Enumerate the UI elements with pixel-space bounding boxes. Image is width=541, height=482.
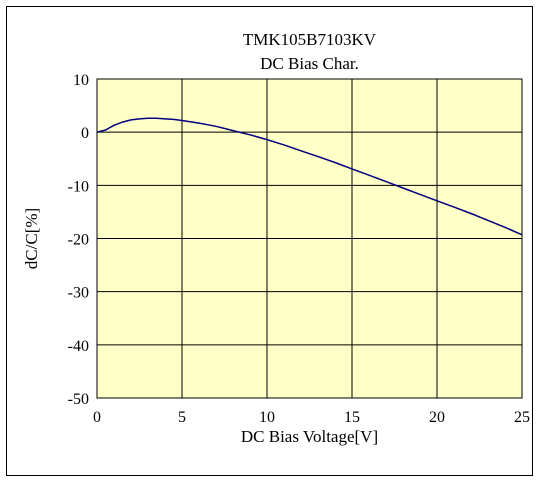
y-tick-label: -50 — [68, 391, 89, 408]
chart-title: TMK105B7103KV — [243, 30, 377, 49]
x-axis-label: DC Bias Voltage[V] — [241, 427, 378, 446]
y-tick-labels: 10 0 -10 -20 -30 -40 -50 — [68, 72, 89, 408]
y-tick-label: -40 — [68, 338, 89, 355]
y-tick-label: 0 — [81, 125, 89, 142]
x-tick-label: 0 — [93, 409, 101, 426]
y-tick-label: 10 — [73, 72, 89, 89]
y-tick-label: -20 — [68, 232, 89, 249]
y-tick-label: -30 — [68, 285, 89, 302]
x-tick-label: 5 — [178, 409, 186, 426]
x-tick-label: 20 — [429, 409, 445, 426]
x-tick-label: 25 — [514, 409, 530, 426]
y-tick-label: -10 — [68, 178, 89, 195]
x-tick-labels: 0 5 10 15 20 25 — [93, 409, 530, 426]
chart: 0 5 10 15 20 25 10 0 -10 -20 -30 -40 -50 TMK105B710… — [22, 30, 530, 446]
x-tick-label: 15 — [344, 409, 360, 426]
chart-frame: 0 5 10 15 20 25 10 0 -10 -20 -30 -40 -50 TMK105B710… — [6, 6, 533, 476]
chart-subtitle: DC Bias Char. — [260, 54, 359, 73]
series-line — [96, 117, 523, 236]
x-tick-label: 10 — [259, 409, 275, 426]
plot-border — [96, 78, 523, 399]
y-axis-label: dC/C[%] — [22, 208, 41, 269]
grid-lines — [96, 78, 523, 399]
